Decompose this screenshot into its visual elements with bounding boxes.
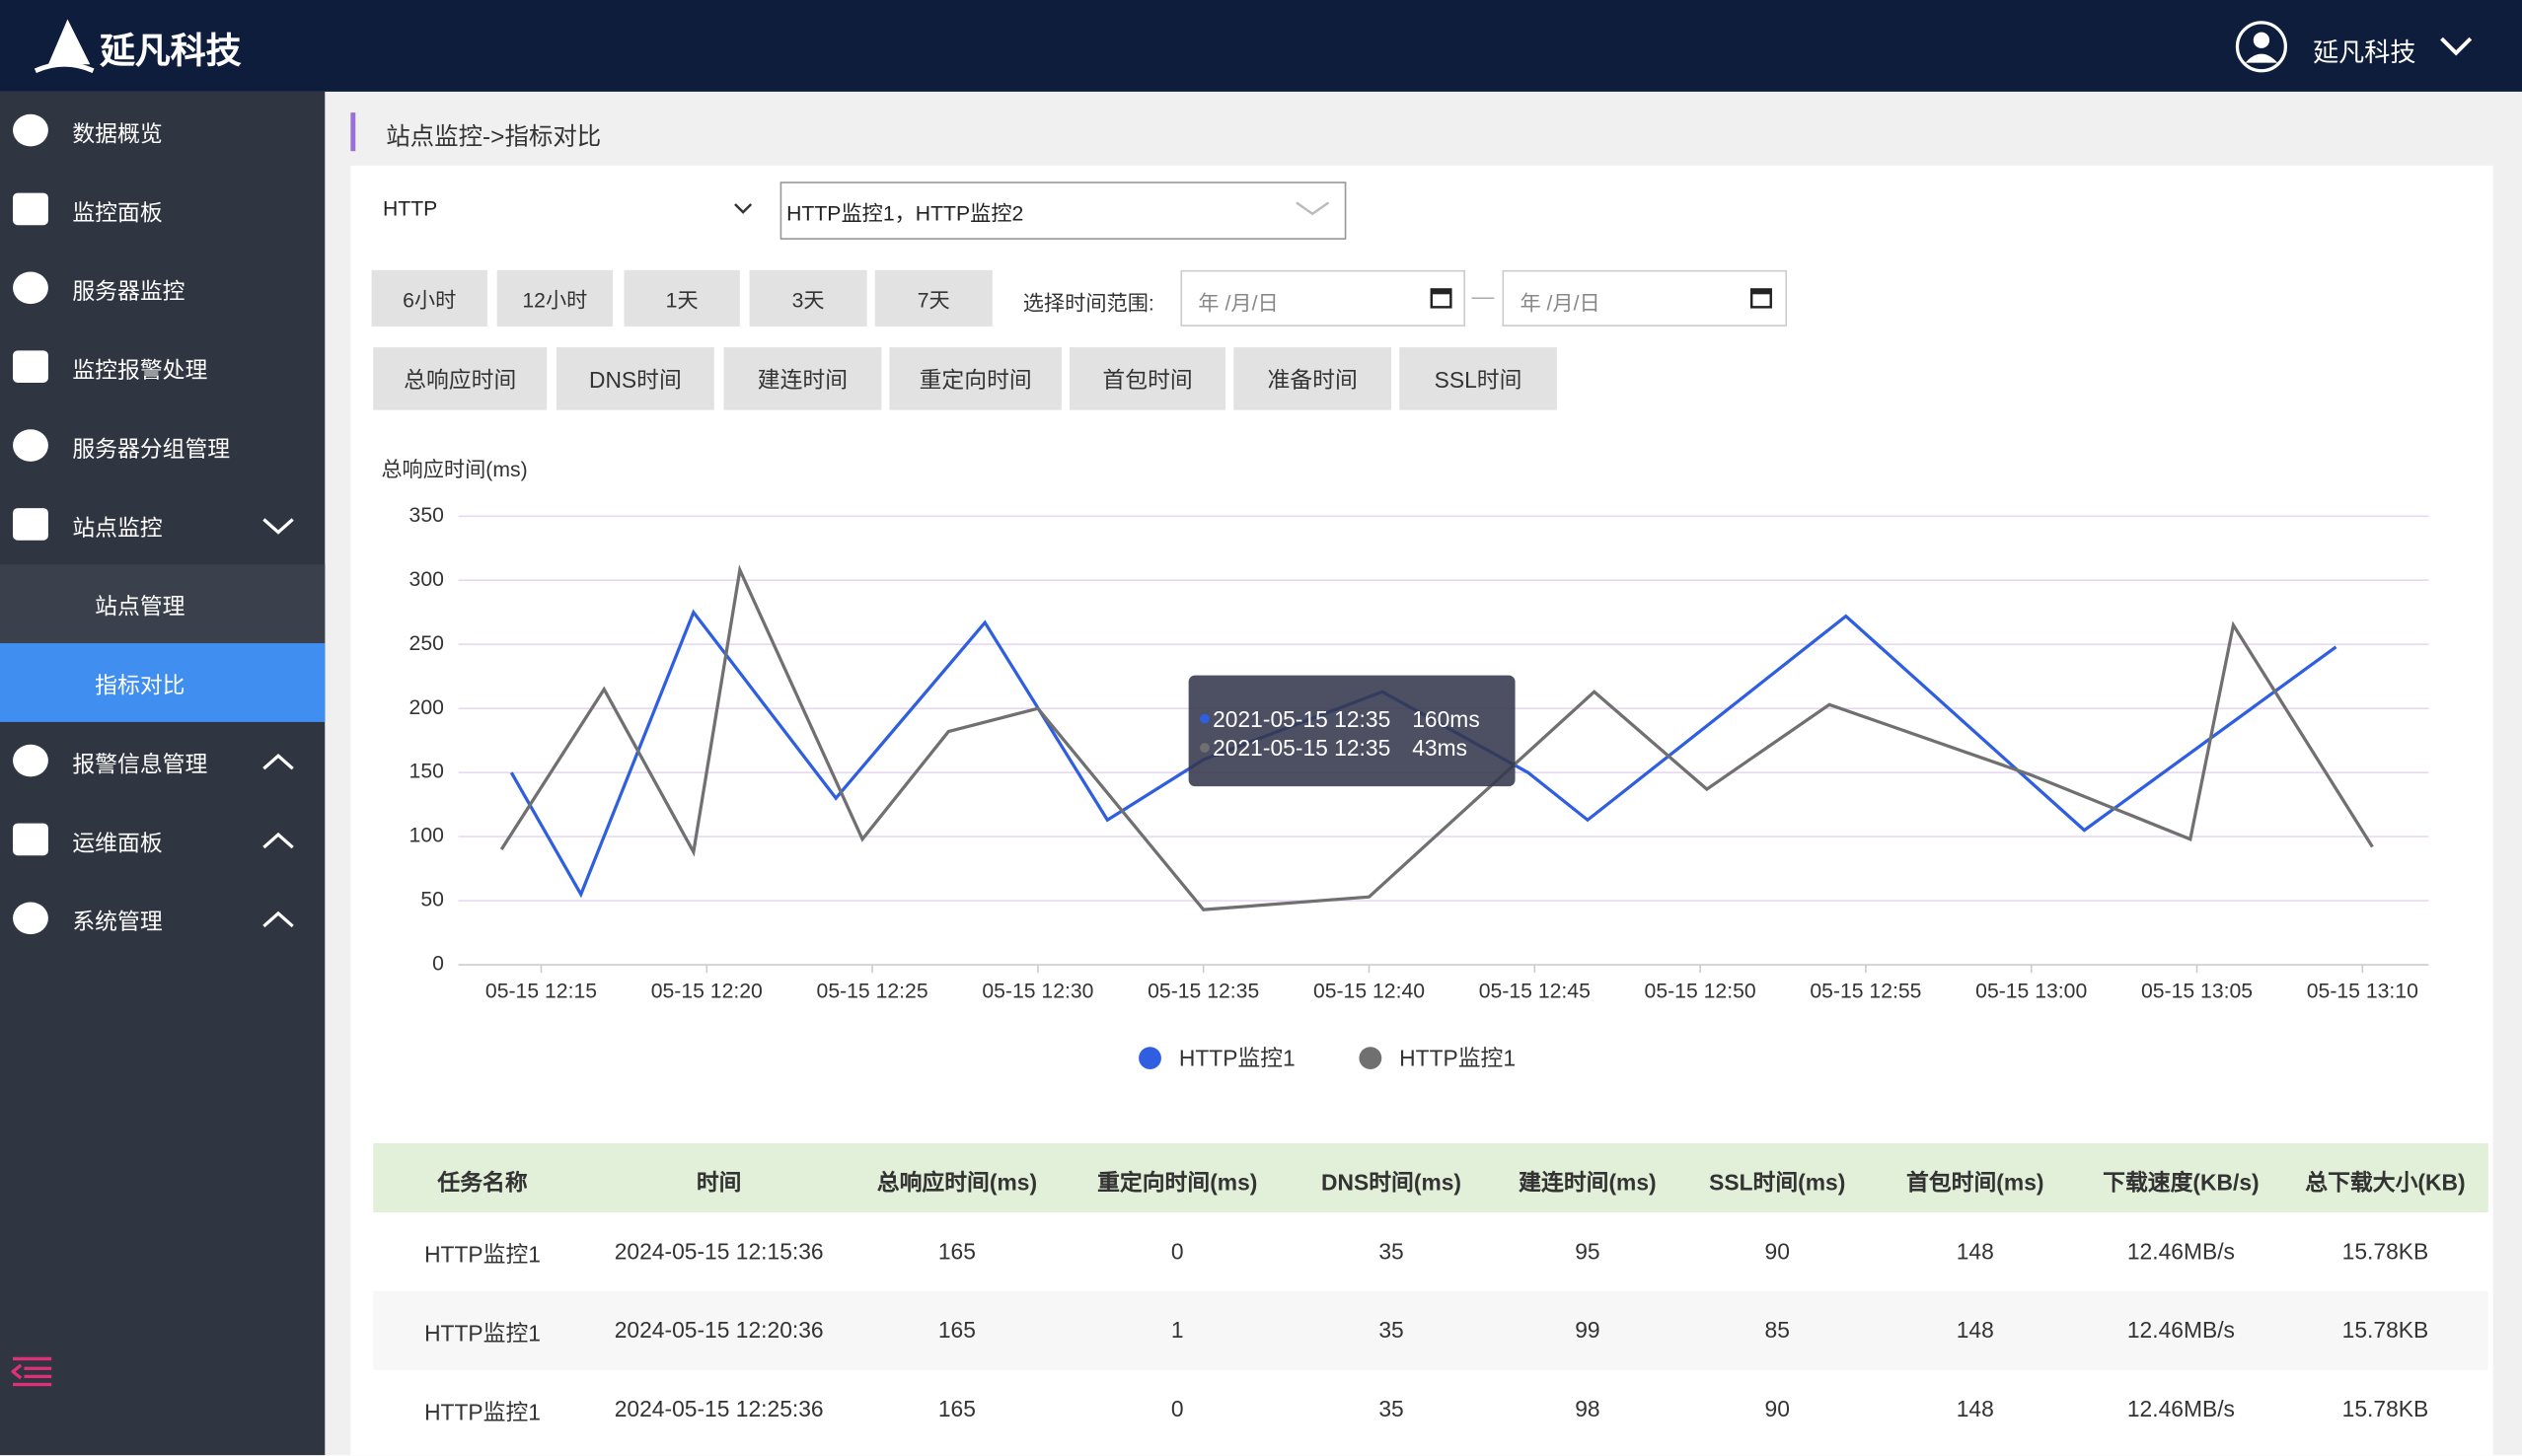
table-cell: 2024-05-15 12:25:36	[590, 1396, 848, 1421]
tooltip-dot	[1200, 743, 1210, 753]
y-tick-label: 100	[409, 825, 444, 847]
x-tick-label: 05-15 13:00	[1975, 980, 2087, 1002]
x-tick-label: 05-15 12:20	[651, 980, 763, 1002]
metric-button[interactable]: 重定向时间	[889, 347, 1061, 410]
table-cell: 165	[829, 1396, 1086, 1421]
tooltip-time: 2021-05-15 12:35	[1213, 706, 1390, 732]
metric-button[interactable]: 总响应时间	[373, 347, 547, 410]
tooltip-time: 2021-05-15 12:35	[1213, 735, 1390, 761]
x-tick-label: 05-15 13:05	[2141, 980, 2253, 1002]
table-cell: 2024-05-15 12:15:36	[590, 1238, 848, 1264]
table-cell: HTTP监控1	[354, 1396, 612, 1428]
header-cell: 任务名称	[354, 1166, 612, 1199]
x-tick-label: 05-15 12:25	[817, 980, 928, 1002]
tooltip: 2021-05-15 12:35 160ms 2021-05-15 12:35 43m…	[1189, 676, 1516, 786]
table-cell: 15.78KB	[2257, 1238, 2514, 1264]
x-tick-label: 05-15 12:45	[1479, 980, 1591, 1002]
x-tick-label: 05-15 12:55	[1810, 980, 1921, 1002]
table-cell: 165	[829, 1238, 1086, 1264]
x-tick-label: 05-15 12:35	[1148, 980, 1259, 1002]
y-tick-label: 0	[432, 953, 444, 976]
table-cell: HTTP监控1	[354, 1238, 612, 1271]
header-cell: 时间	[590, 1166, 848, 1199]
table-cell: 15.78KB	[2257, 1317, 2514, 1343]
y-tick-label: 300	[409, 568, 444, 591]
y-tick-label: 200	[409, 696, 444, 719]
legend-label: HTTP监控1	[1399, 1045, 1516, 1070]
y-axis-title: 总响应时间(ms)	[381, 458, 527, 481]
y-tick-label: 50	[420, 889, 444, 911]
x-tick-label: 05-15 13:10	[2307, 980, 2418, 1002]
tooltip-dot	[1200, 714, 1210, 724]
metric-button[interactable]: 建连时间	[724, 347, 882, 410]
header-cell: 总响应时间(ms)	[829, 1166, 1086, 1199]
table-cell: 15.78KB	[2257, 1396, 2514, 1421]
tooltip-value: 43ms	[1412, 735, 1467, 761]
table-cell: 165	[829, 1317, 1086, 1343]
data-table: 任务名称时间总响应时间(ms)重定向时间(ms)DNS时间(ms)建连时间(ms…	[373, 1143, 2488, 1455]
range-button[interactable]: 3天	[750, 270, 867, 327]
x-tick-label: 05-15 12:50	[1645, 980, 1756, 1002]
metric-button[interactable]: 首包时间	[1070, 347, 1225, 410]
legend-marker	[1359, 1047, 1381, 1069]
table-cell: 2024-05-15 12:20:36	[590, 1317, 848, 1343]
table-cell: HTTP监控1	[354, 1317, 612, 1349]
tooltip-value: 160ms	[1412, 706, 1480, 732]
x-tick-label: 05-15 12:40	[1313, 980, 1425, 1002]
y-tick-label: 350	[409, 504, 444, 527]
x-tick-label: 05-15 12:15	[485, 980, 597, 1002]
metric-button[interactable]: SSL时间	[1399, 347, 1557, 410]
legend-label: HTTP监控1	[1179, 1045, 1296, 1070]
metric-button[interactable]: DNS时间	[556, 347, 714, 410]
range-button[interactable]: 12小时	[497, 270, 613, 327]
y-tick-label: 250	[409, 632, 444, 655]
metric-button[interactable]: 准备时间	[1233, 347, 1391, 410]
collapse-icon[interactable]	[11, 1355, 52, 1388]
range-button[interactable]: 7天	[875, 270, 993, 327]
range-button[interactable]: 6小时	[372, 270, 487, 327]
x-tick-label: 05-15 12:30	[982, 980, 1093, 1002]
y-tick-label: 150	[409, 761, 444, 783]
range-button[interactable]: 1天	[624, 270, 739, 327]
legend-marker	[1139, 1047, 1161, 1069]
header-cell: 总下载大小(KB)	[2257, 1166, 2514, 1199]
